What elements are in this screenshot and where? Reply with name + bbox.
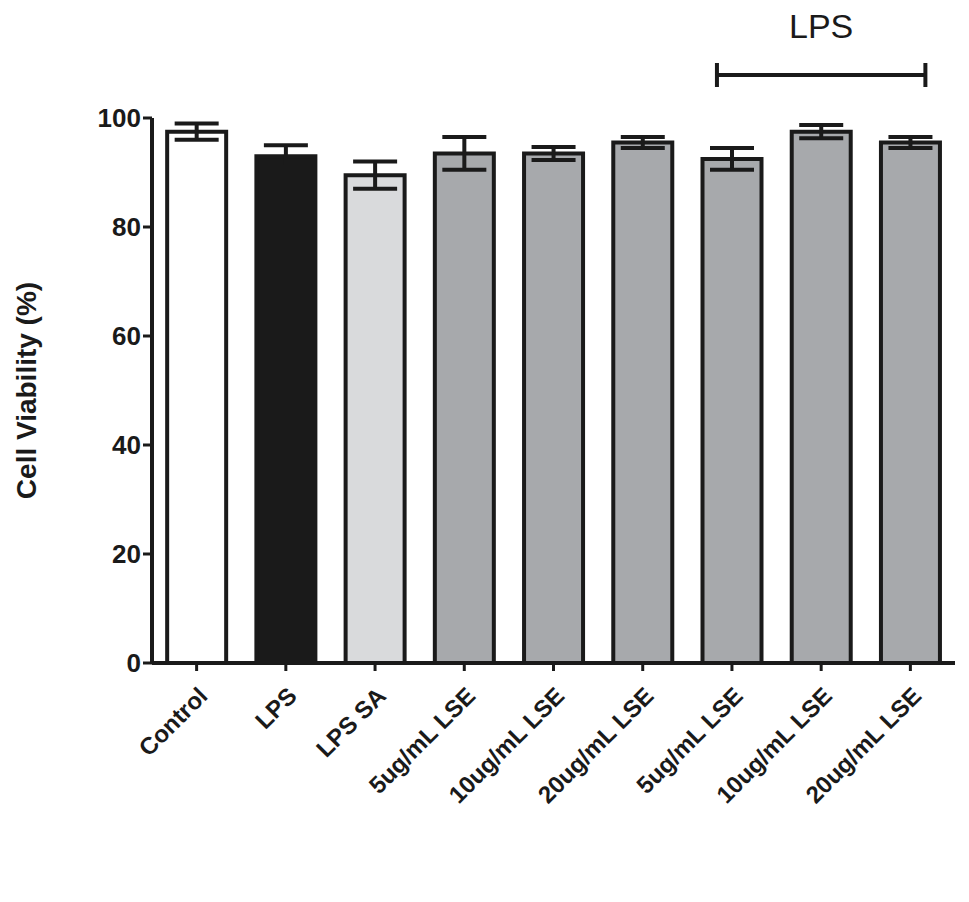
svg-text:100: 100 [98,103,141,133]
svg-text:0: 0 [127,648,141,678]
svg-text:40: 40 [112,430,141,460]
svg-text:LPS: LPS [789,8,853,45]
svg-text:5ug/mL LSE: 5ug/mL LSE [631,681,748,799]
svg-text:Control: Control [133,682,212,761]
svg-text:10ug/mL LSE: 10ug/mL LSE [710,681,838,809]
svg-text:20: 20 [112,539,141,569]
svg-text:LPS SA: LPS SA [311,682,391,762]
svg-text:5ug/mL LSE: 5ug/mL LSE [363,681,481,799]
svg-text:10ug/mL LSE: 10ug/mL LSE [443,681,570,809]
svg-text:LPS: LPS [250,682,302,734]
svg-text:20ug/mL LSE: 20ug/mL LSE [800,682,926,808]
svg-text:Cell Viability (%): Cell Viability (%) [11,282,42,499]
svg-text:60: 60 [112,321,141,351]
svg-text:20ug/mL LSE: 20ug/mL LSE [532,681,659,809]
svg-text:80: 80 [112,212,141,242]
